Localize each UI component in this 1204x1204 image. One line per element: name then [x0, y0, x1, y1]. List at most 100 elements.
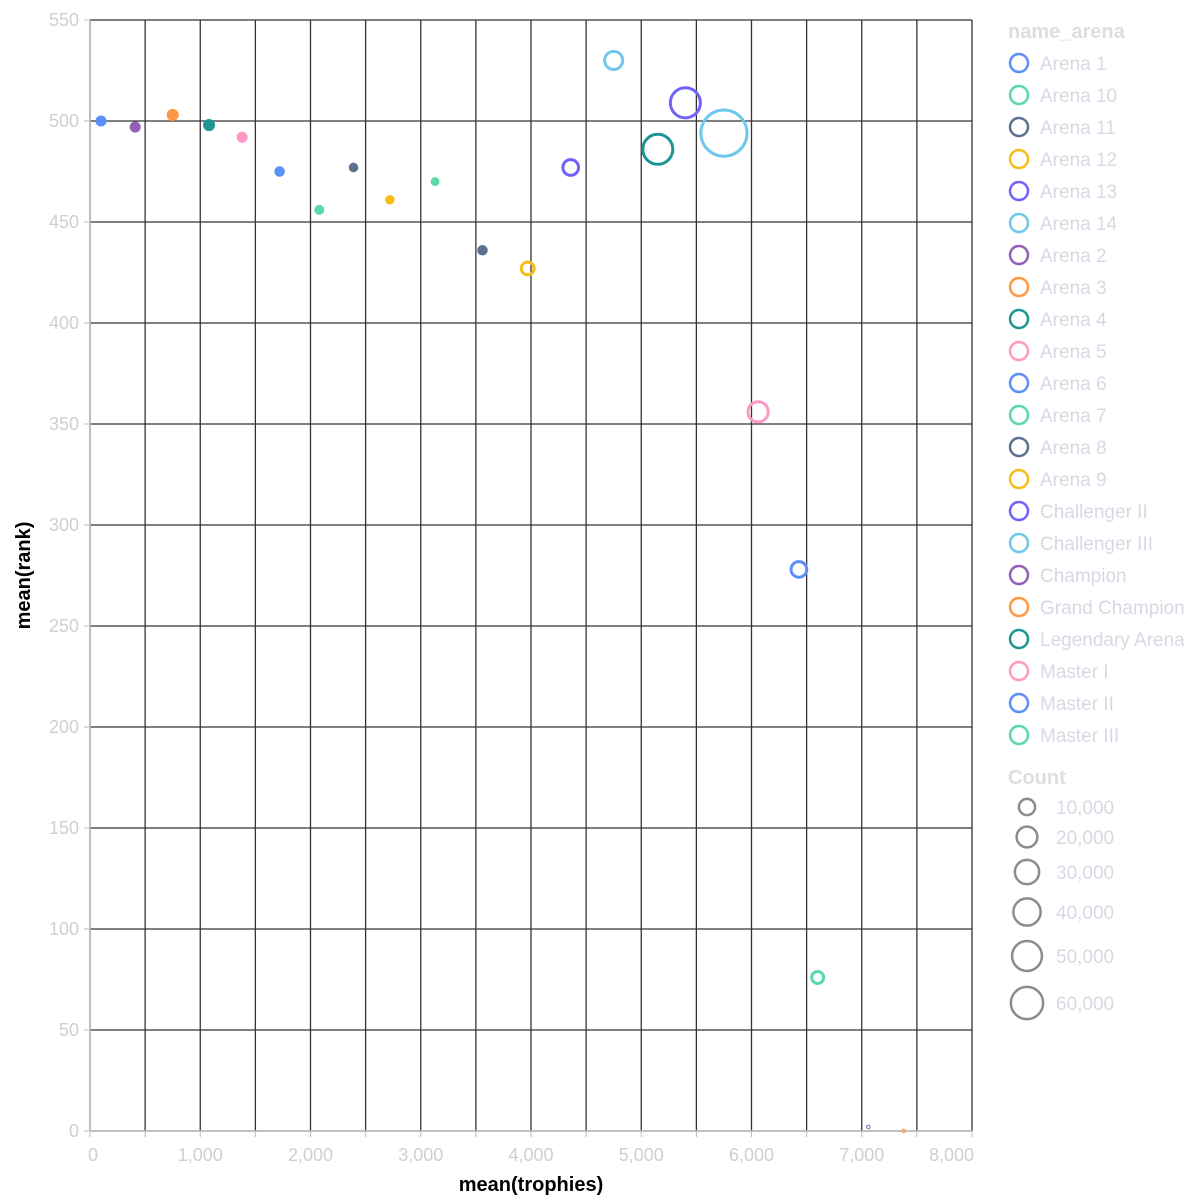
- data-point[interactable]: [641, 132, 675, 166]
- data-point[interactable]: [477, 245, 488, 256]
- legend-label: Arena 7: [1040, 406, 1107, 427]
- data-point[interactable]: [430, 177, 440, 187]
- data-point[interactable]: [668, 86, 702, 120]
- data-point[interactable]: [95, 115, 107, 127]
- legend-swatch: [1008, 372, 1030, 394]
- data-point[interactable]: [699, 108, 749, 158]
- x-tick-label: 0: [88, 1145, 98, 1165]
- x-tick-label: 3,000: [398, 1145, 443, 1165]
- size-legend-circle: [1015, 825, 1039, 849]
- data-point[interactable]: [166, 108, 179, 121]
- y-tick-label: 250: [49, 616, 79, 636]
- y-tick-label: 300: [49, 515, 79, 535]
- data-point[interactable]: [866, 1124, 871, 1130]
- legend-label: Arena 13: [1040, 182, 1117, 203]
- legend-swatch: [1008, 500, 1030, 522]
- legend-swatch: [1008, 276, 1030, 298]
- size-legend-label: 20,000: [1056, 828, 1114, 849]
- data-point[interactable]: [789, 560, 809, 579]
- x-tick-label: 6,000: [729, 1145, 774, 1165]
- legend-label: Arena 6: [1040, 374, 1107, 395]
- legend-label: Arena 1: [1040, 54, 1107, 75]
- x-tick-label: 1,000: [178, 1145, 223, 1165]
- legend-label: Arena 4: [1040, 310, 1107, 331]
- color-legend-title: name_arena: [1008, 21, 1126, 43]
- legend-swatch: [1008, 532, 1030, 554]
- legend-swatch: [1008, 52, 1030, 74]
- legend-label: Grand Champion: [1040, 598, 1185, 619]
- legend-swatch: [1008, 84, 1030, 106]
- legend-swatch: [1008, 340, 1030, 362]
- data-point[interactable]: [810, 969, 826, 985]
- legend-label: Arena 11: [1040, 118, 1116, 139]
- legend-swatch: [1008, 116, 1030, 138]
- legend-swatch: [1008, 468, 1030, 490]
- size-legend-circle: [1009, 985, 1045, 1021]
- y-tick-label: 450: [49, 212, 79, 232]
- y-tick-label: 400: [49, 313, 79, 333]
- legend-label: Legendary Arena: [1040, 630, 1185, 651]
- size-legend-label: 50,000: [1056, 947, 1114, 968]
- legend-label: Arena 2: [1040, 246, 1107, 267]
- legend-label: Master II: [1040, 694, 1114, 715]
- x-tick-label: 4,000: [508, 1145, 553, 1165]
- legend-label: Arena 12: [1040, 150, 1117, 171]
- legend-label: Arena 10: [1040, 86, 1117, 107]
- size-legend-title: Count: [1008, 767, 1066, 789]
- legend-swatch: [1008, 596, 1030, 618]
- legend-swatch: [1008, 564, 1030, 586]
- y-tick-label: 550: [49, 10, 79, 30]
- y-tick-label: 0: [69, 1121, 79, 1141]
- y-tick-label: 500: [49, 111, 79, 131]
- grid-lines: [89, 19, 973, 1132]
- legend-swatch: [1008, 148, 1030, 170]
- size-legend-circle: [1012, 897, 1042, 927]
- size-legend-label: 40,000: [1056, 903, 1114, 924]
- legend-label: Arena 5: [1040, 342, 1107, 363]
- data-point[interactable]: [203, 118, 216, 132]
- legend-swatch: [1008, 180, 1030, 202]
- legend-swatch: [1008, 308, 1030, 330]
- color-legend: name_arena Arena 1 Arena 10 Arena 11 Arena …: [1008, 21, 1185, 747]
- data-point[interactable]: [385, 194, 395, 205]
- size-legend-label: 60,000: [1056, 994, 1114, 1015]
- data-point[interactable]: [603, 49, 625, 71]
- y-axis-title: mean(rank): [13, 522, 35, 630]
- legend-swatch: [1008, 404, 1030, 426]
- legend-swatch: [1008, 212, 1030, 234]
- y-tick-label: 50: [59, 1020, 79, 1040]
- legend-swatch: [1008, 244, 1030, 266]
- size-legend-label: 30,000: [1056, 863, 1114, 884]
- legend-label: Master III: [1040, 726, 1119, 747]
- legend-label: Champion: [1040, 566, 1127, 587]
- legend-label: Challenger III: [1040, 534, 1153, 555]
- legend-label: Arena 3: [1040, 278, 1107, 299]
- size-legend-circle: [1010, 939, 1044, 973]
- legend-swatch: [1008, 660, 1030, 682]
- data-point[interactable]: [314, 204, 325, 215]
- data-point[interactable]: [519, 260, 536, 277]
- legend-label: Arena 14: [1040, 214, 1118, 235]
- size-legend-label: 10,000: [1056, 798, 1114, 819]
- y-tick-label: 150: [49, 818, 79, 838]
- y-tick-label: 100: [49, 919, 79, 939]
- data-point[interactable]: [348, 162, 359, 173]
- legend-swatch: [1008, 692, 1030, 714]
- data-point[interactable]: [236, 131, 248, 143]
- y-tick-label: 200: [49, 717, 79, 737]
- x-axis-title: mean(trophies): [459, 1174, 603, 1196]
- size-legend-circle: [1013, 858, 1041, 886]
- x-tick-label: 8,000: [929, 1145, 974, 1165]
- data-points: [95, 49, 906, 1134]
- data-point[interactable]: [129, 121, 141, 133]
- data-point[interactable]: [901, 1128, 906, 1134]
- data-point[interactable]: [746, 400, 770, 424]
- legend-label: Master I: [1040, 662, 1109, 683]
- data-point[interactable]: [561, 158, 581, 177]
- x-tick-label: 2,000: [288, 1145, 333, 1165]
- x-tick-label: 7,000: [839, 1145, 884, 1165]
- x-tick-label: 5,000: [619, 1145, 664, 1165]
- size-legend: Count 10,000 20,000 30,000 40,000 50,000 60,0…: [1008, 767, 1114, 1021]
- legend-swatch: [1008, 628, 1030, 650]
- data-point[interactable]: [274, 166, 285, 177]
